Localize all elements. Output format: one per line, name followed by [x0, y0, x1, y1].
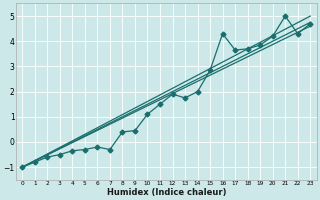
X-axis label: Humidex (Indice chaleur): Humidex (Indice chaleur) [107, 188, 226, 197]
